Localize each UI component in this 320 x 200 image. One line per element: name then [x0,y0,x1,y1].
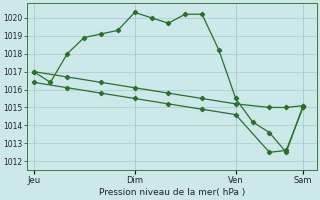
X-axis label: Pression niveau de la mer( hPa ): Pression niveau de la mer( hPa ) [99,188,245,197]
